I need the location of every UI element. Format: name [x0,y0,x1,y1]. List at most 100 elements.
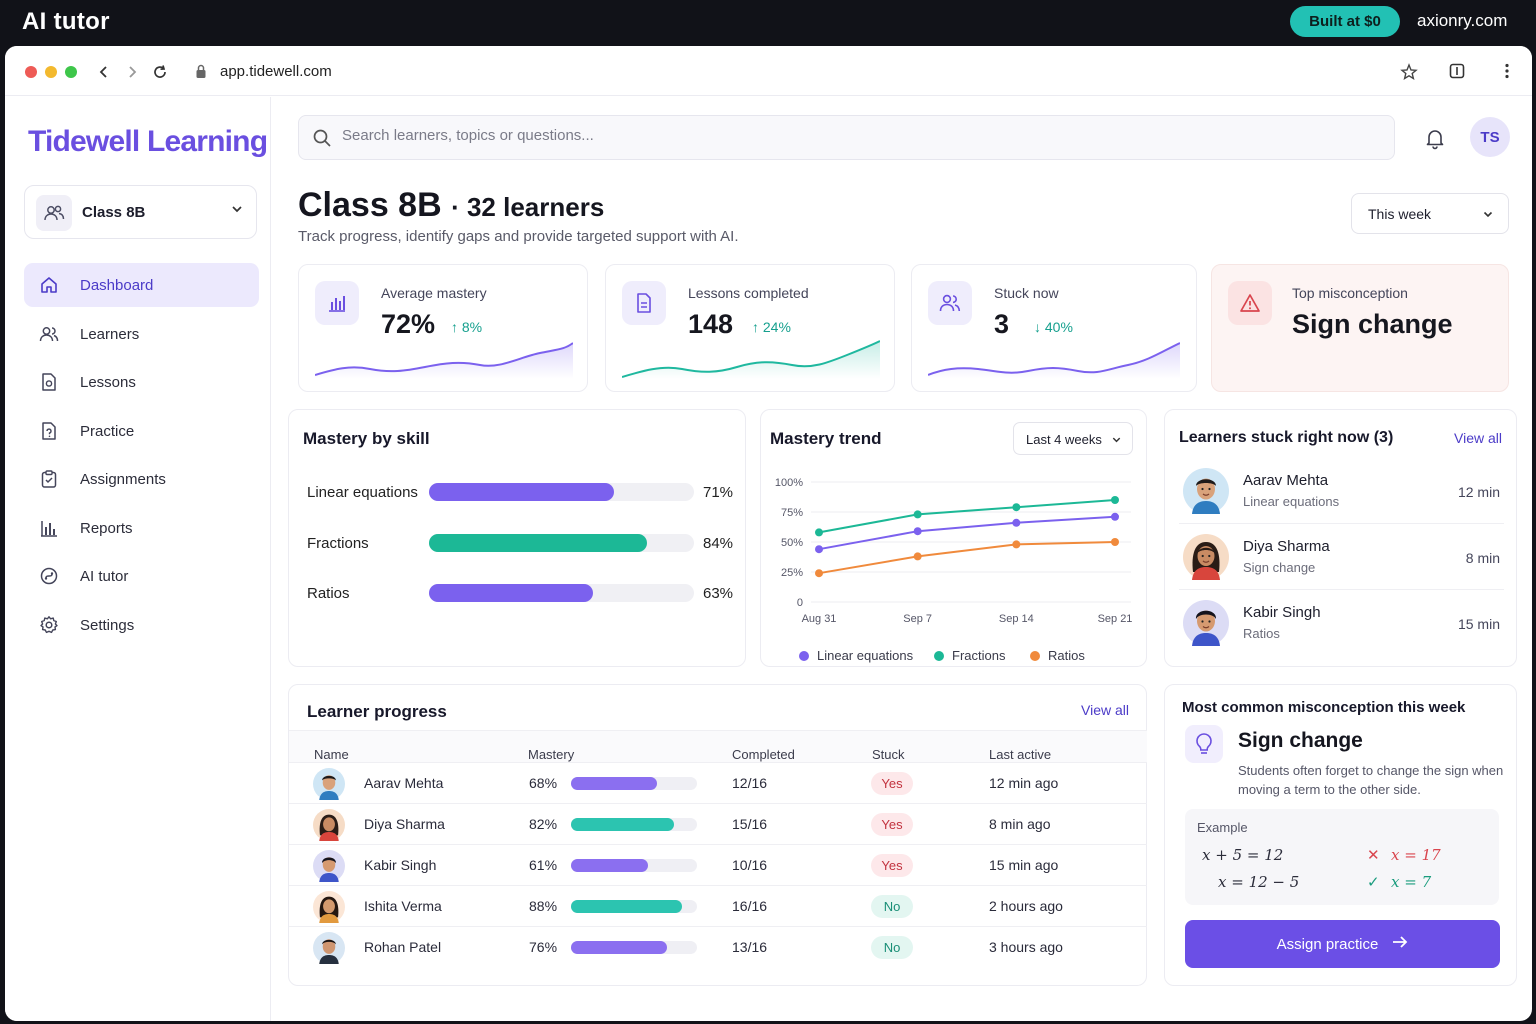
mastery-bar-fill [571,859,648,872]
kpi-stuck-now[interactable]: Stuck now 3 ↓ 40% [911,264,1197,392]
kpi-delta: ↑ 24% [752,319,791,335]
learner-progress-card: Learner progress View all Name Mastery C… [288,684,1147,986]
legend-label: Linear equations [817,648,914,663]
banner-site: axionry.com [1417,11,1508,30]
search-input[interactable] [342,127,1342,144]
series-line [818,541,1116,575]
kpi-top-misconception[interactable]: Top misconception Sign change [1211,264,1509,392]
example-label: Example [1197,820,1248,835]
sidebar-item-ai-tutor[interactable]: AI tutor [24,554,259,598]
skill-label: Ratios [307,585,350,602]
sidebar-item-label: Learners [80,325,140,343]
x-tick-label: Sep 14 [999,613,1034,625]
table-row[interactable]: Kabir Singh 61% 10/16 Yes 15 min ago [289,844,1147,885]
arrow-up-icon: ↑ [752,319,759,335]
legend-item: Linear equations [799,648,913,663]
table-row[interactable]: Ishita Verma 88% 16/16 No 2 hours ago [289,885,1147,926]
kpi-average-mastery[interactable]: Average mastery 72% ↑ 8% [298,264,588,392]
stuck-learners-card: Learners stuck right now (3) View all Aa… [1164,409,1517,667]
stuck-time: 15 min [1457,616,1500,632]
stuck-learner-row[interactable]: Aarav Mehta Linear equations 12 min [1179,458,1504,524]
y-tick-label: 0 [797,597,803,609]
assign-practice-button[interactable]: Assign practice [1185,920,1500,968]
sidebar-item-assignments[interactable]: Assignments [24,457,259,501]
row-last-active: 8 min ago [989,816,1051,832]
data-point [1012,503,1021,512]
x-tick-label: Aug 31 [802,613,837,625]
table-header [289,730,1147,762]
learner-name: Kabir Singh [1243,604,1321,621]
class-selector[interactable]: Class 8B [24,185,257,239]
bell-icon[interactable] [1423,126,1447,155]
table-row[interactable]: Rohan Patel 76% 13/16 No 3 hours ago [289,926,1147,967]
chevron-down-icon [230,202,244,221]
table-row[interactable]: Diya Sharma 82% 15/16 Yes 8 min ago [289,803,1147,844]
back-icon[interactable] [92,60,116,84]
legend-swatch [934,650,944,661]
kpi-sparkline [928,342,1180,379]
avatar [1183,534,1229,580]
sidepanel-icon[interactable] [1449,63,1465,84]
sidebar-item-learners[interactable]: Learners [24,312,259,356]
mastery-bar [571,900,697,913]
user-avatar[interactable]: TS [1470,117,1510,157]
table-row[interactable]: Aarav Mehta 68% 12/16 Yes 12 min ago [289,762,1147,803]
view-all-link[interactable]: View all [1454,430,1502,446]
reload-icon[interactable] [148,60,172,84]
kpi-value: Sign change [1292,309,1453,339]
search-bar[interactable] [298,115,1395,160]
chevron-down-icon [1482,207,1494,225]
data-point [815,545,823,554]
stuck-learner-row[interactable]: Kabir Singh Ratios 15 min [1179,590,1504,656]
sidebar-item-practice[interactable]: Practice [24,409,259,453]
example-box: Example x + 5 = 12 x = 12 − 5 ✕ x = 17 ✓… [1185,809,1499,905]
range-dropdown[interactable]: Last 4 weeks [1013,422,1133,455]
row-completed: 15/16 [732,816,768,832]
close-dot[interactable] [25,66,37,78]
wrong-answer: x = 17 [1391,846,1441,864]
maximize-dot[interactable] [65,66,77,78]
bar-chart-icon [36,515,62,541]
sidebar-item-reports[interactable]: Reports [24,506,259,550]
row-name: Rohan Patel [364,939,442,955]
card-title: Mastery trend [770,429,882,448]
row-completed: 10/16 [732,857,768,873]
mastery-by-skill-card: Mastery by skill Linear equations 71% Fr… [288,409,746,667]
data-point [815,528,823,537]
skill-bar-fill [429,534,648,552]
data-point [913,527,922,536]
menu-dots-icon[interactable] [1504,63,1510,84]
star-icon[interactable] [1400,63,1418,86]
stuck-badge: Yes [871,772,913,795]
period-label: This week [1368,206,1432,222]
row-completed: 12/16 [732,775,768,791]
card-title: Learners stuck right now (3) [1179,429,1394,446]
class-group-icon [36,195,72,231]
address-bar[interactable]: app.tidewell.com [182,57,1432,87]
sidebar-item-lessons[interactable]: Lessons [24,360,259,404]
banner-brand: AI tutor [22,8,110,35]
row-mastery: 61% [529,857,558,873]
sidebar-item-dashboard[interactable]: Dashboard [24,263,259,307]
stuck-learner-row[interactable]: Diya Sharma Sign change 8 min [1179,524,1504,590]
lock-icon [195,64,207,84]
skill-bar [429,534,694,552]
mastery-bar [571,818,697,831]
app-logo[interactable]: Tidewell Learning [28,125,268,158]
cross-icon: ✕ [1367,847,1380,864]
kpi-sparkline [315,342,573,379]
forward-icon[interactable] [120,60,144,84]
avatar [313,809,345,841]
data-point [913,510,922,519]
x-tick-label: Sep 21 [1098,613,1133,625]
view-all-link[interactable]: View all [1081,702,1129,718]
minimize-dot[interactable] [45,66,57,78]
skill-label: Fractions [307,535,369,552]
period-dropdown[interactable]: This week [1351,193,1509,234]
legend-label: Ratios [1048,648,1085,663]
sidebar-item-settings[interactable]: Settings [24,603,259,647]
kpi-lessons-completed[interactable]: Lessons completed 148 ↑ 24% [605,264,895,392]
row-last-active: 12 min ago [989,775,1059,791]
page-tagline: Track progress, identify gaps and provid… [298,228,739,245]
avatar [313,768,345,800]
